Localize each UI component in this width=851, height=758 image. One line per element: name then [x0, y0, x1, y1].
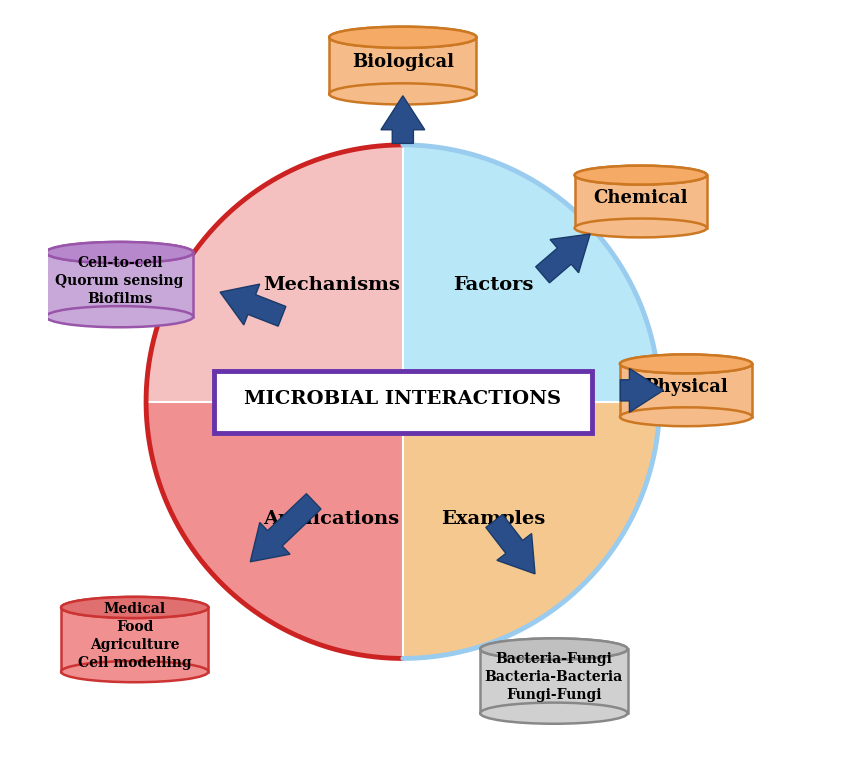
Text: Medical
Food
Agriculture
Cell modelling: Medical Food Agriculture Cell modelling: [78, 602, 191, 669]
Ellipse shape: [46, 242, 193, 263]
Text: Biological: Biological: [351, 53, 454, 70]
Ellipse shape: [620, 355, 752, 374]
FancyArrow shape: [381, 96, 425, 143]
Text: Factors: Factors: [454, 276, 534, 293]
Wedge shape: [403, 402, 660, 659]
Bar: [61, 607, 208, 672]
FancyArrow shape: [486, 515, 535, 574]
Wedge shape: [146, 145, 403, 402]
Text: Mechanisms: Mechanisms: [263, 276, 399, 293]
Text: Chemical: Chemical: [593, 189, 688, 207]
Bar: [480, 649, 627, 713]
Text: Cell-to-cell
Quorum sensing
Biofilms: Cell-to-cell Quorum sensing Biofilms: [55, 256, 184, 305]
Ellipse shape: [46, 242, 193, 263]
Ellipse shape: [61, 597, 208, 618]
Bar: [329, 37, 477, 94]
Ellipse shape: [620, 407, 752, 426]
Ellipse shape: [480, 703, 627, 724]
Wedge shape: [403, 145, 660, 402]
Text: MICROBIAL INTERACTIONS: MICROBIAL INTERACTIONS: [244, 390, 562, 408]
Text: Bacteria-Fungi
Bacteria-Bacteria
Fungi-Fungi: Bacteria-Fungi Bacteria-Bacteria Fungi-F…: [485, 653, 623, 702]
Bar: [574, 175, 707, 228]
Ellipse shape: [329, 83, 477, 105]
Ellipse shape: [574, 166, 707, 184]
Ellipse shape: [480, 638, 627, 659]
Ellipse shape: [480, 638, 627, 659]
Ellipse shape: [46, 306, 193, 327]
FancyArrow shape: [535, 234, 590, 283]
Ellipse shape: [574, 166, 707, 184]
Bar: [46, 252, 193, 317]
Ellipse shape: [620, 355, 752, 374]
Text: Physical: Physical: [644, 377, 728, 396]
FancyArrow shape: [220, 284, 286, 326]
Circle shape: [379, 377, 427, 426]
FancyArrow shape: [620, 368, 664, 412]
Ellipse shape: [574, 218, 707, 237]
Text: Applications: Applications: [263, 509, 399, 528]
Ellipse shape: [61, 661, 208, 682]
Wedge shape: [146, 402, 403, 659]
Ellipse shape: [329, 27, 477, 48]
Bar: [620, 364, 752, 417]
FancyArrow shape: [250, 493, 321, 562]
FancyBboxPatch shape: [214, 371, 591, 433]
Ellipse shape: [61, 597, 208, 618]
Text: Examples: Examples: [442, 509, 545, 528]
Ellipse shape: [329, 27, 477, 48]
